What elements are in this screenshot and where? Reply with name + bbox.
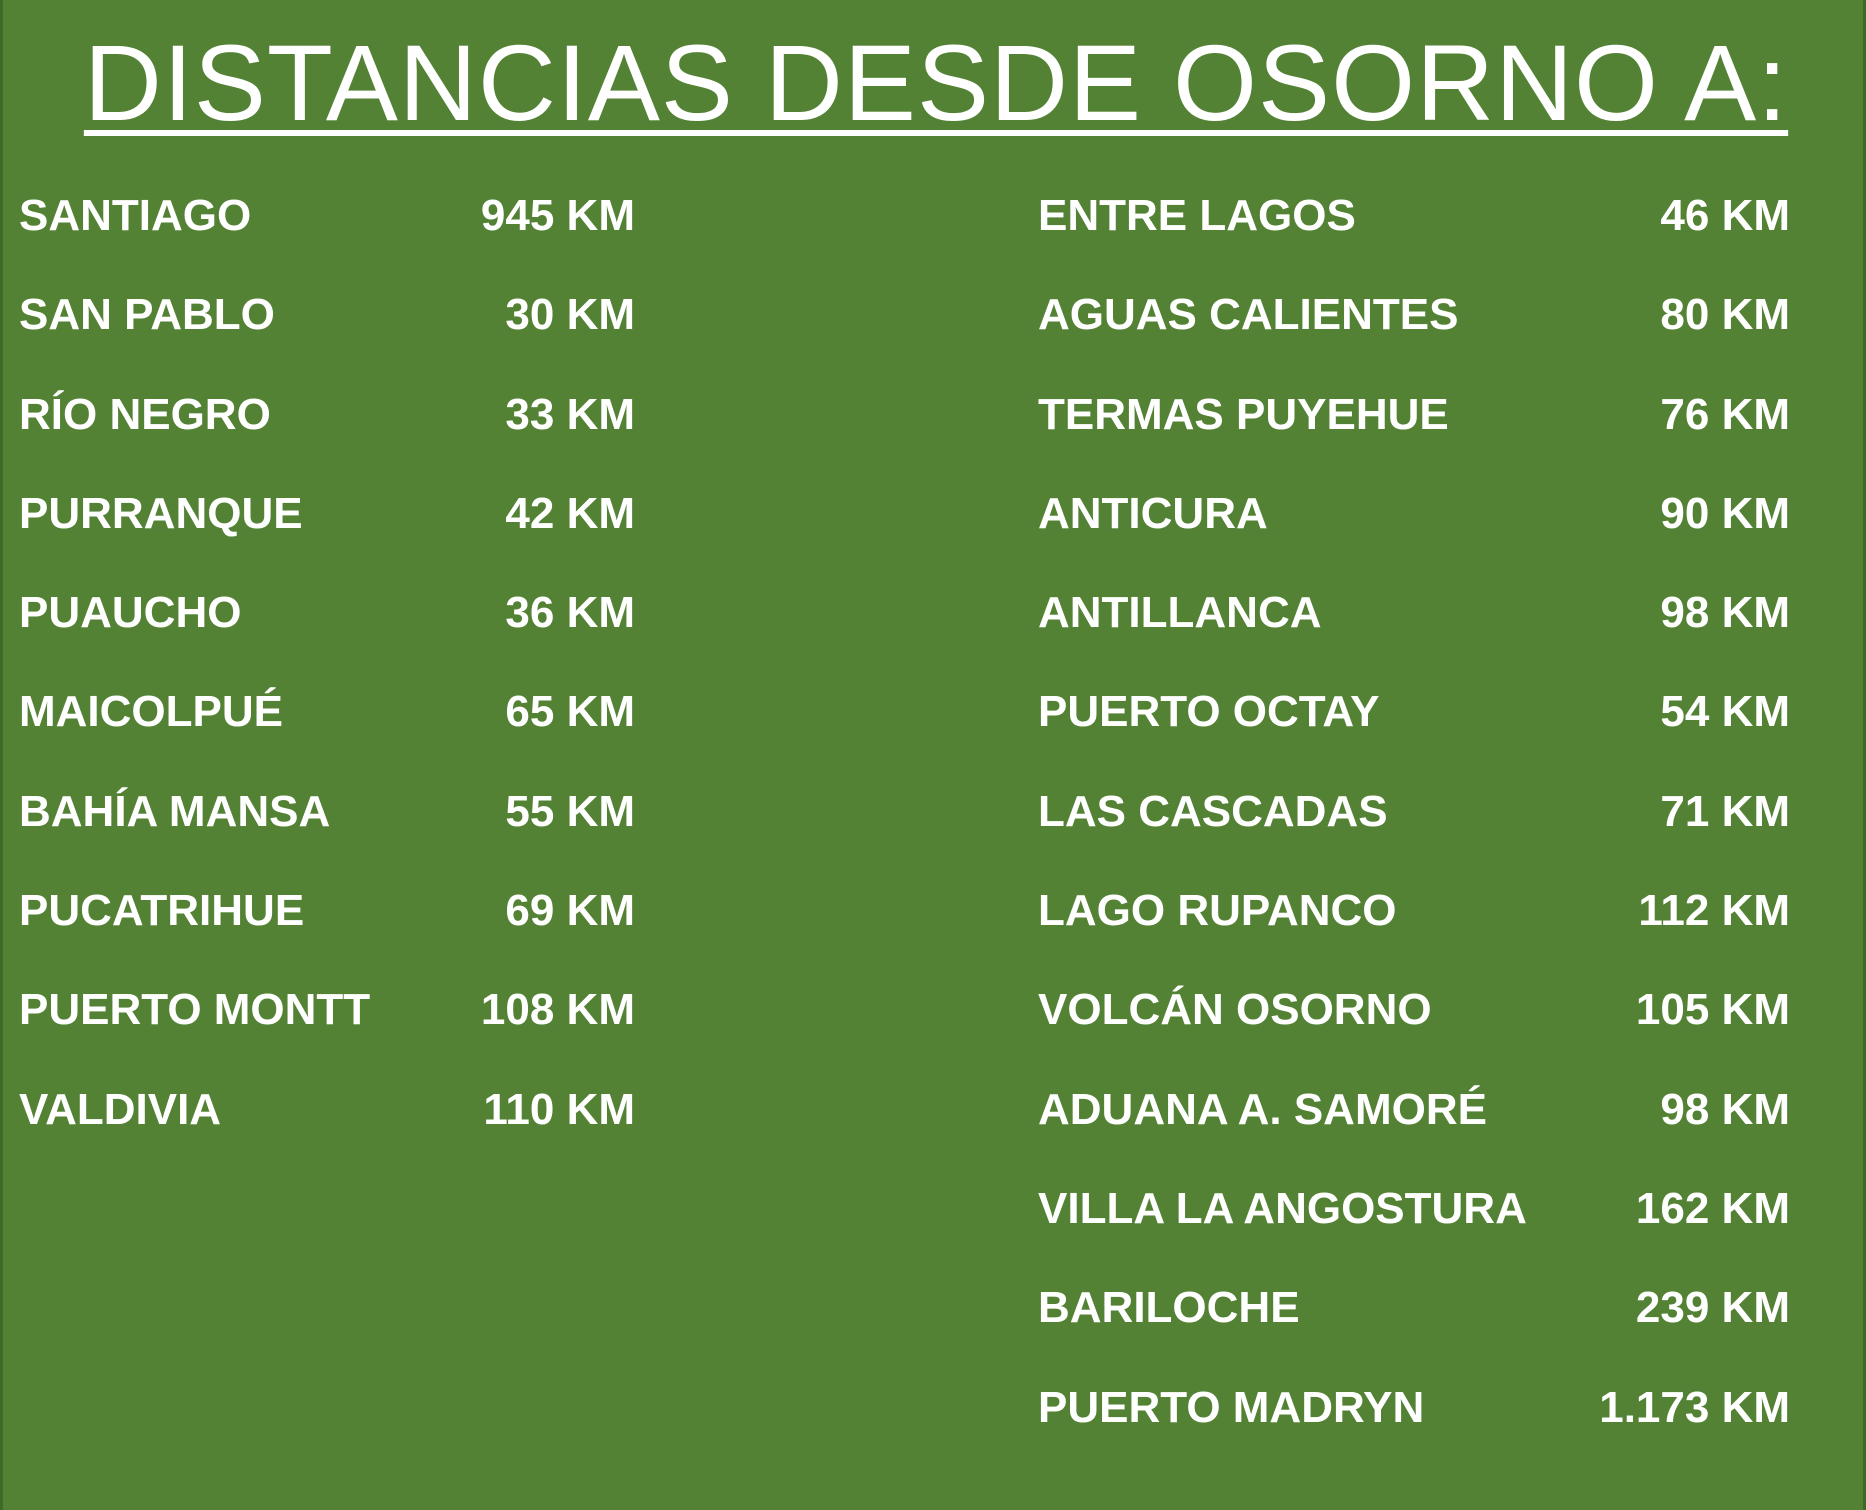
distance-row: LAGO RUPANCO 112 KM (1038, 875, 1798, 974)
distance-row: BAHÍA MANSA 55 KM (19, 776, 659, 875)
distance-row: AGUAS CALIENTES 80 KM (1038, 279, 1798, 378)
place-name: SANTIAGO (19, 191, 252, 240)
distance-value: 105 KM (1635, 985, 1790, 1035)
distance-row: PUERTO OCTAY 54 KM (1038, 676, 1798, 775)
distance-row: PURRANQUE 42 KM (19, 478, 659, 577)
place-name: TERMAS PUYEHUE (1038, 389, 1449, 439)
distance-value: 162 KM (1635, 1183, 1790, 1233)
place-name: VILLA LA ANGOSTURA (1038, 1183, 1527, 1233)
place-name: VALDIVIA (19, 1084, 222, 1134)
distance-value: 90 KM (1660, 488, 1790, 538)
right-distance-list: ENTRE LAGOS 46 KM AGUAS CALIENTES 80 KM TERM… (1038, 180, 1798, 1471)
distance-value: 65 KM (505, 687, 635, 737)
distance-row: ANTICURA 90 KM (1038, 478, 1798, 577)
distance-value: 98 KM (1660, 1084, 1790, 1134)
distance-row: PUAUCHO 36 KM (19, 577, 659, 676)
distance-value: 69 KM (505, 886, 635, 936)
distance-value: 33 KM (505, 389, 635, 439)
place-name: PUCATRIHUE (19, 886, 305, 936)
distance-row: PUERTO MADRYN 1.173 KM (1038, 1372, 1798, 1471)
distance-value: 945 KM (480, 191, 635, 240)
distance-value: 76 KM (1660, 389, 1790, 439)
place-name: LAGO RUPANCO (1038, 886, 1397, 936)
distance-row: PUERTO MONTT 108 KM (19, 974, 659, 1073)
distance-row: SANTIAGO 945 KM (19, 180, 659, 279)
place-name: ANTILLANCA (1038, 588, 1322, 638)
distance-value: 46 KM (1660, 191, 1790, 240)
place-name: ANTICURA (1038, 488, 1268, 538)
place-name: SAN PABLO (19, 290, 275, 340)
distance-row: VILLA LA ANGOSTURA 162 KM (1038, 1173, 1798, 1272)
place-name: PUERTO MONTT (19, 985, 371, 1035)
distance-row: ADUANA A. SAMORÉ 98 KM (1038, 1074, 1798, 1173)
place-name: PUERTO MADRYN (1038, 1382, 1425, 1432)
distance-value: 110 KM (483, 1084, 635, 1134)
distance-value: 1.173 KM (1599, 1382, 1790, 1432)
distance-row: VALDIVIA 110 KM (19, 1074, 659, 1173)
place-name: MAICOLPUÉ (19, 687, 283, 737)
place-name: BAHÍA MANSA (19, 786, 331, 836)
distance-value: 55 KM (505, 786, 635, 836)
distance-value: 30 KM (505, 290, 635, 340)
place-name: LAS CASCADAS (1038, 786, 1388, 836)
page-title: DISTANCIAS DESDE OSORNO A: (3, 18, 1866, 148)
distance-row: SAN PABLO 30 KM (19, 279, 659, 378)
distance-row: VOLCÁN OSORNO 105 KM (1038, 974, 1798, 1073)
place-name: VOLCÁN OSORNO (1038, 985, 1432, 1035)
place-name: PUAUCHO (19, 588, 242, 638)
distance-value: 36 KM (505, 588, 635, 638)
distance-row: RÍO NEGRO 33 KM (19, 379, 659, 478)
distance-value: 42 KM (505, 488, 635, 538)
distance-value: 71 KM (1660, 786, 1790, 836)
place-name: BARILOCHE (1038, 1283, 1300, 1333)
place-name: RÍO NEGRO (19, 389, 271, 439)
distance-value: 108 KM (480, 985, 635, 1035)
left-distance-list: SANTIAGO 945 KM SAN PABLO 30 KM RÍO NEGRO 33 … (19, 180, 659, 1173)
distance-row: ENTRE LAGOS 46 KM (1038, 180, 1798, 279)
distance-row: ANTILLANCA 98 KM (1038, 577, 1798, 676)
place-name: PUERTO OCTAY (1038, 687, 1380, 737)
place-name: ENTRE LAGOS (1038, 191, 1356, 240)
place-name: PURRANQUE (19, 488, 303, 538)
distance-value: 80 KM (1660, 290, 1790, 340)
distance-row: BARILOCHE 239 KM (1038, 1272, 1798, 1371)
distance-row: MAICOLPUÉ 65 KM (19, 676, 659, 775)
distance-value: 54 KM (1660, 687, 1790, 737)
distance-value: 112 KM (1638, 886, 1790, 936)
place-name: AGUAS CALIENTES (1038, 290, 1459, 340)
distance-row: PUCATRIHUE 69 KM (19, 875, 659, 974)
distance-value: 98 KM (1660, 588, 1790, 638)
distance-row: TERMAS PUYEHUE 76 KM (1038, 379, 1798, 478)
distance-value: 239 KM (1635, 1283, 1790, 1333)
place-name: ADUANA A. SAMORÉ (1038, 1084, 1487, 1134)
distance-row: LAS CASCADAS 71 KM (1038, 776, 1798, 875)
page-title-text: DISTANCIAS DESDE OSORNO A: (83, 22, 1789, 143)
